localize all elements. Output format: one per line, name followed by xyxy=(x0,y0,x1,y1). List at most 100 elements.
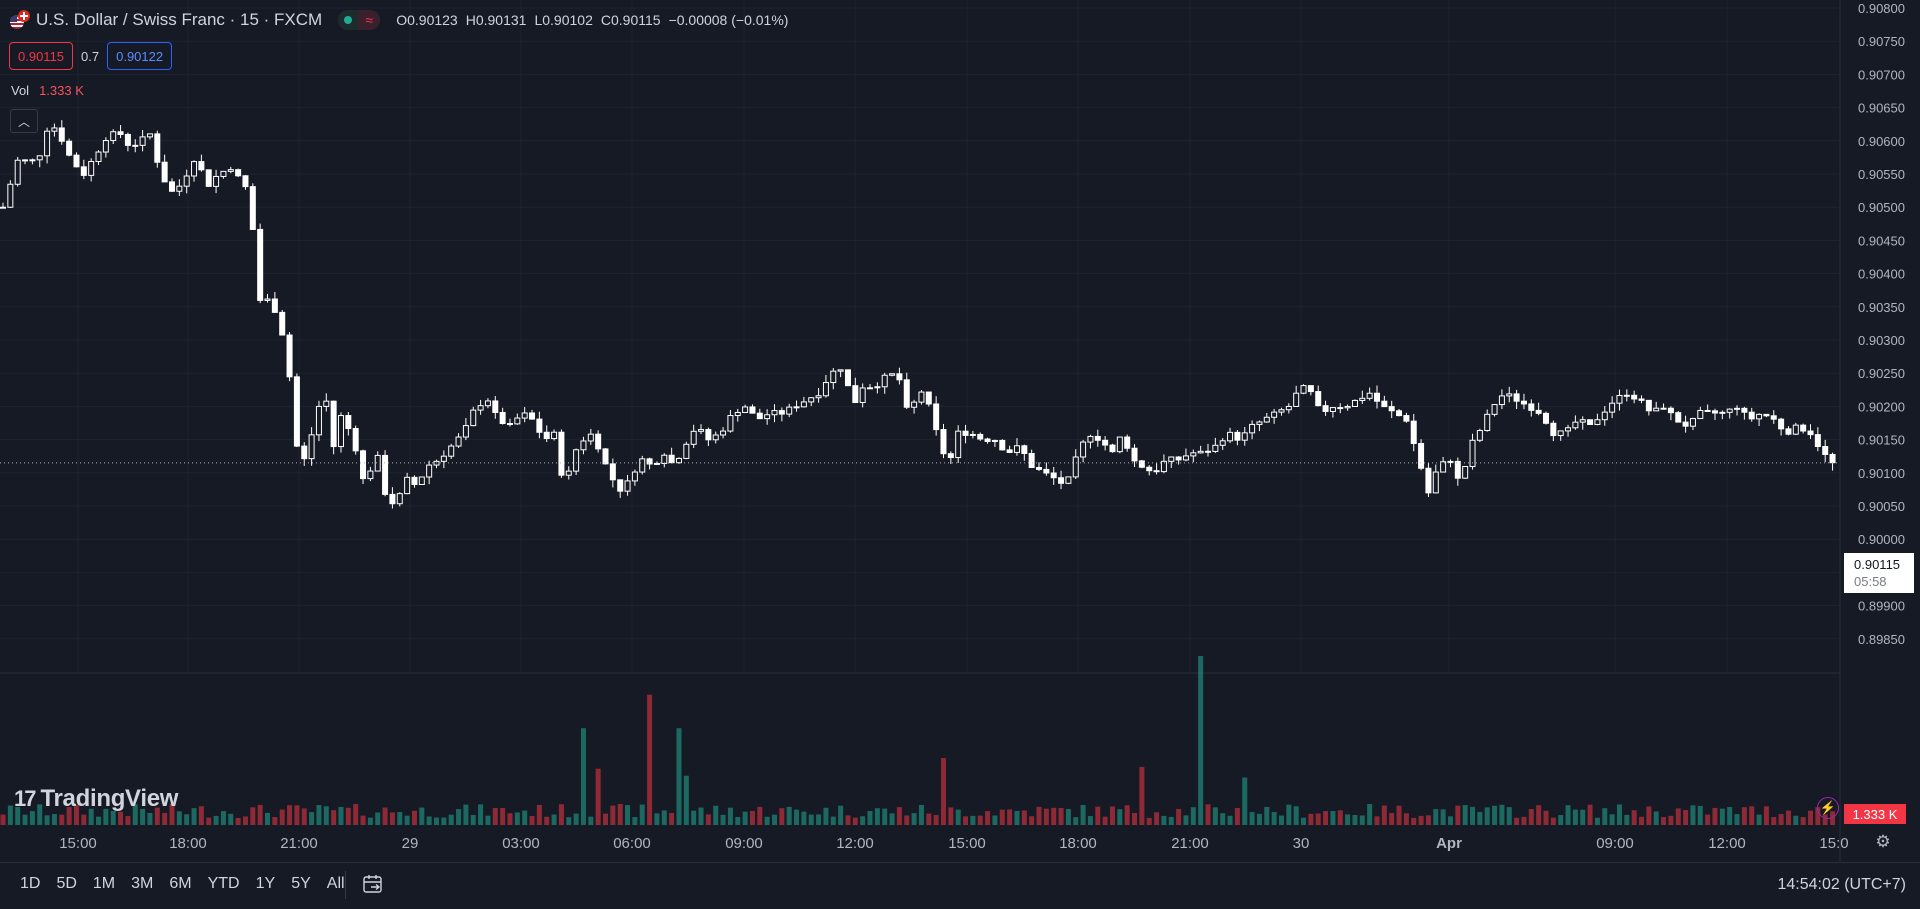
timezone-clock[interactable]: 14:54:02 (UTC+7) xyxy=(1777,876,1906,893)
candle-body xyxy=(984,438,991,442)
candle-body xyxy=(565,470,572,476)
range-5y[interactable]: 5Y xyxy=(291,875,311,892)
volume-bar xyxy=(1624,814,1630,825)
candle-body xyxy=(205,169,212,187)
candle-body xyxy=(903,379,910,408)
volume-bar xyxy=(1168,816,1174,825)
candle-body xyxy=(198,161,205,171)
range-1d[interactable]: 1D xyxy=(20,875,41,892)
candle-body xyxy=(1682,421,1689,427)
candle-body xyxy=(1271,411,1278,418)
volume-bar xyxy=(353,804,359,825)
volume-bar xyxy=(29,811,35,825)
volume-bar xyxy=(331,810,337,825)
range-1y[interactable]: 1Y xyxy=(255,875,276,892)
candle-body xyxy=(969,433,976,436)
volume-bar xyxy=(735,817,741,825)
candle-body xyxy=(462,425,469,438)
go-to-date-calendar-icon[interactable] xyxy=(362,873,384,895)
buy-button[interactable]: 0.90122 xyxy=(107,42,173,70)
candle-body xyxy=(73,154,80,168)
volume-bar xyxy=(661,810,667,825)
volume-bar xyxy=(1661,817,1667,825)
candle-body xyxy=(44,130,51,157)
collapse-legend-button[interactable]: ︿ xyxy=(10,109,38,133)
volume-value: 1.333 K xyxy=(39,83,84,98)
candle-body xyxy=(742,406,749,413)
market-status[interactable]: ≈ xyxy=(338,10,381,30)
volume-bar xyxy=(1587,804,1593,825)
volume-bar xyxy=(816,814,822,825)
candle-body xyxy=(1822,445,1829,455)
candle-body xyxy=(529,412,536,420)
bar-countdown: 05:58 xyxy=(1854,574,1887,589)
candle-body xyxy=(793,406,800,409)
volume-bar xyxy=(1249,812,1255,825)
volume-bar xyxy=(1719,808,1725,825)
volume-bar xyxy=(757,806,763,825)
lightning-icon[interactable]: ⚡ xyxy=(1817,797,1839,819)
x-tick-label: 09:00 xyxy=(725,835,763,852)
low-value: 0.90102 xyxy=(542,12,593,28)
candle-body xyxy=(499,411,506,425)
range-5d[interactable]: 5D xyxy=(56,875,77,892)
y-tick-label: 0.90300 xyxy=(1858,333,1905,348)
volume-legend[interactable]: Vol 1.333 K xyxy=(11,83,84,98)
volume-bar xyxy=(771,814,777,825)
candle-body xyxy=(22,159,29,162)
candle-body xyxy=(66,140,73,156)
range-ytd[interactable]: YTD xyxy=(207,875,240,892)
candle-body xyxy=(521,412,528,419)
candle-body xyxy=(771,410,778,416)
range-6m[interactable]: 6M xyxy=(169,875,192,892)
candle-body xyxy=(1542,412,1549,424)
range-1m[interactable]: 1M xyxy=(92,875,116,892)
candle-body xyxy=(1572,421,1579,429)
y-tick-label: 0.90800 xyxy=(1858,1,1905,16)
volume-bar xyxy=(1808,810,1814,825)
symbol-title[interactable]: U.S. Dollar / Swiss Franc · 15 · FXCM xyxy=(36,10,323,29)
candle-body xyxy=(543,431,550,440)
volume-bar xyxy=(595,768,601,825)
last-price-label: 0.90115 05:58 xyxy=(1844,553,1914,593)
candle-body xyxy=(764,414,771,420)
volume-bar xyxy=(823,807,829,825)
tradingview-logo-mark: 17 xyxy=(14,786,37,811)
candle-body xyxy=(220,170,227,177)
x-tick-label: 12:00 xyxy=(1708,835,1746,852)
volume-bar xyxy=(59,814,65,825)
close-value: 0.90115 xyxy=(610,12,661,28)
candle-body xyxy=(683,443,690,459)
candle-body xyxy=(617,479,624,492)
volume-bar xyxy=(1484,807,1490,825)
candle-body xyxy=(1021,445,1028,455)
sell-button[interactable]: 0.90115 xyxy=(9,42,74,70)
x-tick-label: 15:00 xyxy=(59,835,97,852)
volume-bar xyxy=(1727,807,1733,825)
candle-body xyxy=(815,395,822,399)
candle-body xyxy=(881,374,888,388)
volume-bar xyxy=(691,810,697,825)
settings-gear-icon[interactable]: ⚙ xyxy=(1875,832,1891,851)
volume-bar xyxy=(1668,815,1674,825)
volume-bar xyxy=(220,811,226,825)
volume-bar xyxy=(367,817,373,825)
candle-body xyxy=(1557,430,1564,437)
candle-body xyxy=(1300,385,1307,394)
volume-bar xyxy=(132,804,138,825)
candle-body xyxy=(1506,393,1513,397)
candle-body xyxy=(1792,424,1799,435)
candle-body xyxy=(800,401,807,408)
volume-bar xyxy=(625,805,631,825)
candle-body xyxy=(1190,452,1197,457)
volume-bar xyxy=(1256,813,1262,825)
candle-body xyxy=(1609,402,1616,413)
range-all[interactable]: All xyxy=(326,875,345,892)
volume-bars xyxy=(0,656,1836,825)
candle-body xyxy=(1454,460,1461,479)
candle-body xyxy=(1476,430,1483,441)
tradingview-logo[interactable]: 17 TradingView xyxy=(14,785,178,813)
range-3m[interactable]: 3M xyxy=(131,875,154,892)
candle-body xyxy=(1484,413,1491,432)
